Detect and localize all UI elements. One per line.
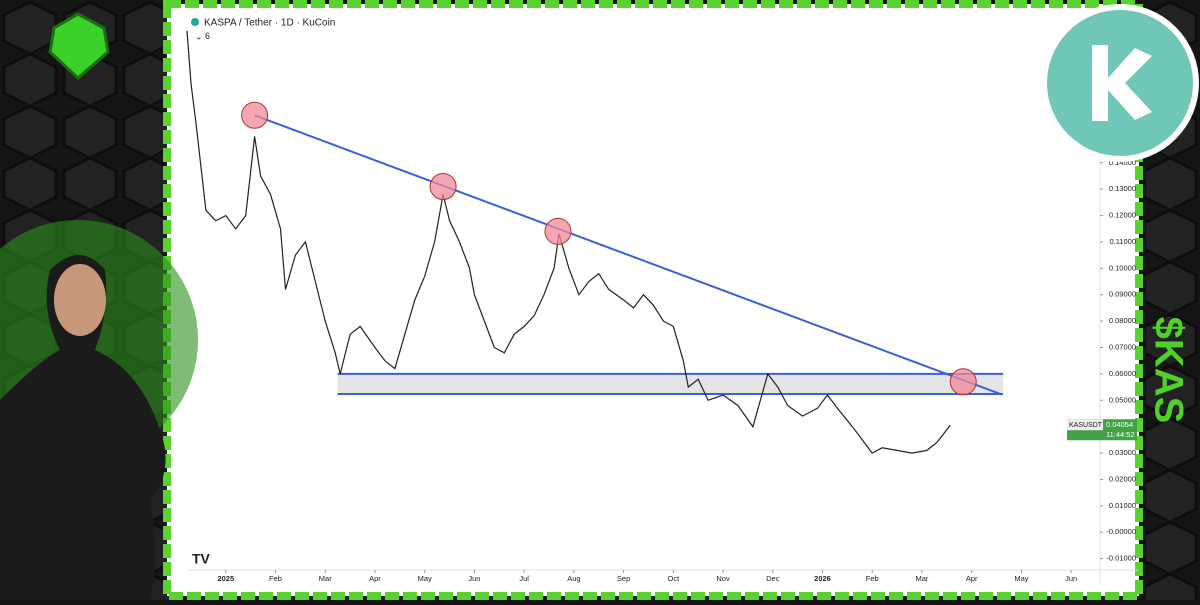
x-tick-label: Nov [716, 574, 730, 583]
support-zone [337, 373, 1004, 394]
y-tick-label: -0.01000 [1106, 554, 1136, 563]
symbol-badge [1067, 419, 1103, 431]
presenter [0, 255, 166, 600]
indicator-count-value: 6 [205, 31, 210, 41]
x-tick-label: May [1014, 574, 1028, 583]
presenter-face [54, 264, 106, 336]
touch-point [949, 368, 977, 396]
tv-logo: TV [192, 551, 211, 567]
y-tick-label: 0.08000 [1109, 316, 1136, 325]
x-tick-label: Apr [369, 574, 381, 583]
y-tick-label: -0.00000 [1106, 527, 1136, 536]
y-tick-label: 0.06000 [1109, 369, 1136, 378]
y-tick-label: 0.03000 [1109, 448, 1136, 457]
x-tick-label: 2026 [814, 574, 831, 583]
touch-point [544, 217, 572, 245]
indicator-count: ⌄ 6 [195, 31, 210, 41]
y-tick-label: 0.11000 [1109, 237, 1136, 246]
x-tick-label: Mar [319, 574, 332, 583]
y-tick-label: 0.14000 [1109, 158, 1136, 167]
price-line [186, 30, 951, 454]
y-tick-label: 0.05000 [1109, 395, 1136, 404]
y-tick-label: 0.02000 [1109, 474, 1136, 483]
x-tick-label: Jun [1065, 574, 1077, 583]
symbol-label: KASUSDT [1069, 422, 1103, 429]
x-tick-label: May [418, 574, 432, 583]
y-tick-label: 0.10000 [1109, 263, 1136, 272]
last-price: 0.04054 [1106, 420, 1133, 429]
touch-point [241, 101, 269, 129]
x-tick-label: 2025 [217, 574, 234, 583]
chart-title: KASPA / Tether · 1D · KuCoin [204, 18, 335, 29]
x-tick-label: Jun [468, 574, 480, 583]
trendline [254, 114, 1002, 396]
kaspa-logo-mark [1092, 45, 1152, 121]
x-tick-label: Aug [567, 574, 580, 583]
y-tick-label: 0.09000 [1109, 290, 1136, 299]
x-tick-label: Jul [519, 574, 529, 583]
countdown: 11:44:52 [1106, 430, 1135, 439]
x-tick-label: Sep [617, 574, 630, 583]
plot: -0.01000 -0.00000 0.01000 0.02000 0.03000 0.0… [186, 15, 1138, 585]
x-tick-label: Apr [966, 574, 978, 583]
x-tick-label: Oct [668, 574, 681, 583]
x-tick-label: Mar [916, 574, 929, 583]
brand-logo [48, 12, 110, 81]
touch-point [429, 173, 457, 201]
chart-frame [163, 0, 1143, 600]
y-tick-label: 0.01000 [1109, 501, 1136, 510]
y-tick-label: 0.13000 [1109, 184, 1136, 193]
x-tick-label: Feb [866, 574, 879, 583]
x-tick-label: Dec [766, 574, 780, 583]
y-tick-label: 0.12000 [1109, 211, 1136, 220]
ticker: $KAS [1146, 317, 1190, 424]
y-tick-label: 0.07000 [1109, 342, 1136, 351]
symbol-icon [191, 18, 199, 26]
x-tick-label: Feb [269, 574, 282, 583]
